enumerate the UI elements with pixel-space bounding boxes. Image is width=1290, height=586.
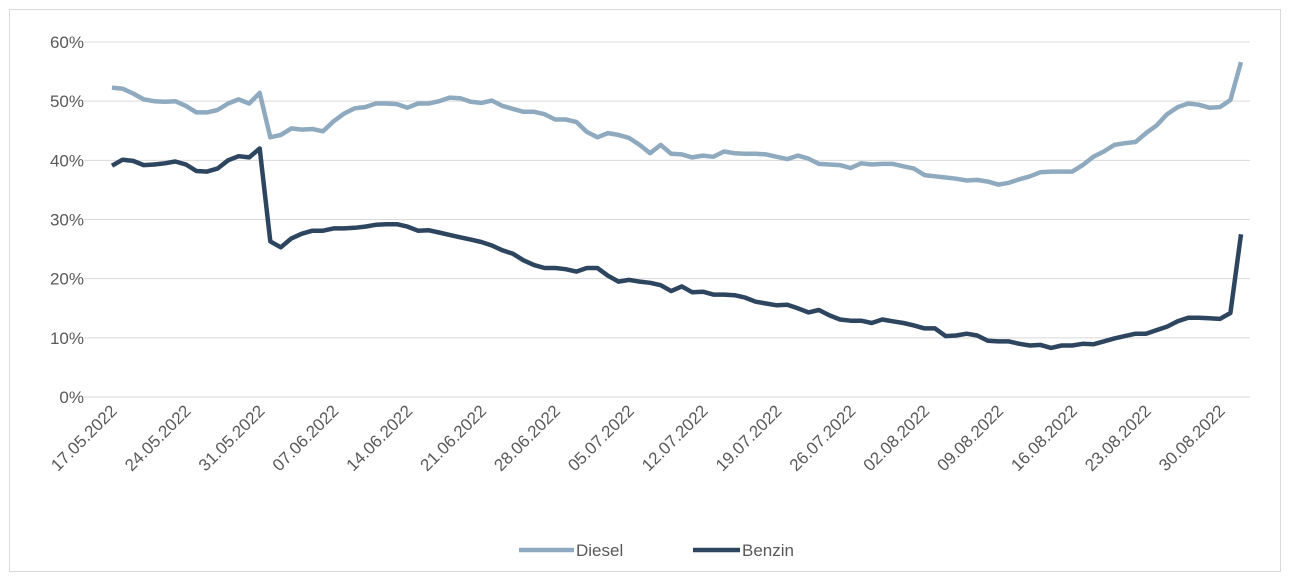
line-series xyxy=(110,146,1244,351)
x-tick-label: 05.07.2022 xyxy=(564,401,638,475)
x-tick-label: 31.05.2022 xyxy=(195,401,269,475)
x-tick-label: 07.06.2022 xyxy=(269,401,343,475)
y-tick-label: 0% xyxy=(59,388,84,407)
y-tick-label: 10% xyxy=(50,329,84,348)
chart-border xyxy=(9,9,1281,572)
x-tick-label: 14.06.2022 xyxy=(343,401,417,475)
x-tick-label: 12.07.2022 xyxy=(638,401,712,475)
x-tick-label: 30.08.2022 xyxy=(1155,401,1229,475)
legend-label: Benzin xyxy=(742,541,794,560)
x-tick-label: 23.08.2022 xyxy=(1081,401,1155,475)
y-tick-label: 20% xyxy=(50,270,84,289)
x-tick-label: 02.08.2022 xyxy=(860,401,934,475)
x-tick-label: 26.07.2022 xyxy=(786,401,860,475)
x-tick-label: 16.08.2022 xyxy=(1007,401,1081,475)
x-tick-label: 09.08.2022 xyxy=(934,401,1008,475)
legend-label: Diesel xyxy=(576,541,623,560)
x-tick-label: 21.06.2022 xyxy=(417,401,491,475)
y-tick-label: 30% xyxy=(50,211,84,230)
x-tick-label: 24.05.2022 xyxy=(121,401,195,475)
y-tick-label: 40% xyxy=(50,151,84,170)
x-tick-label: 19.07.2022 xyxy=(712,401,786,475)
x-tick-label: 17.05.2022 xyxy=(47,401,121,475)
x-tick-label: 28.06.2022 xyxy=(490,401,564,475)
y-tick-label: 60% xyxy=(50,33,84,52)
y-tick-label: 50% xyxy=(50,92,84,111)
line-series xyxy=(111,61,1244,187)
